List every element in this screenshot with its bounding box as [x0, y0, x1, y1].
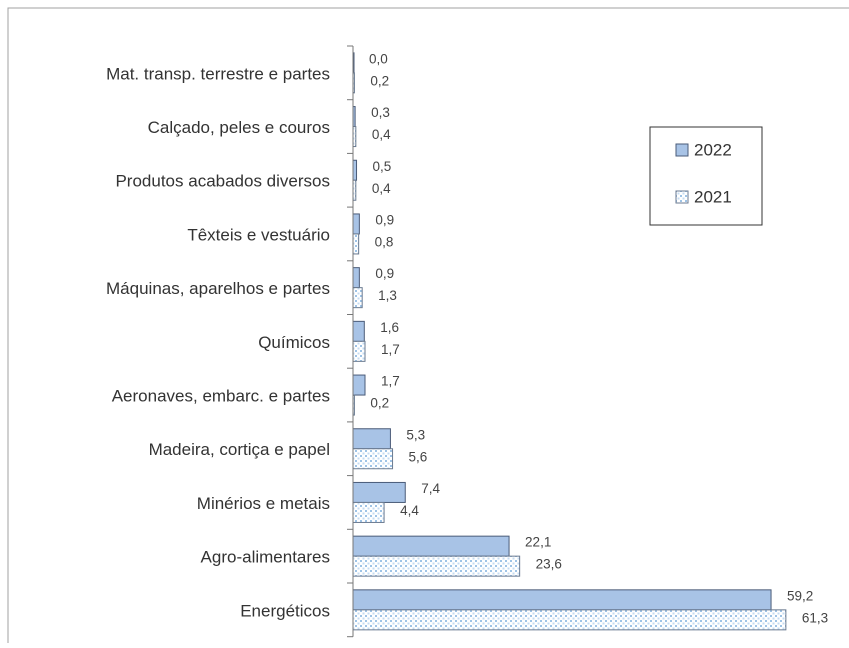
legend-label: 2022: [694, 140, 732, 159]
bar: [352, 320, 365, 342]
bar: [352, 159, 358, 181]
category-label: Produtos acabados diversos: [115, 172, 330, 191]
data-label: 22,1: [525, 535, 551, 550]
data-label: 1,6: [380, 320, 399, 335]
bar: [352, 501, 385, 523]
legend-swatch: [675, 190, 689, 204]
category-label: Têxteis e vestuário: [187, 225, 330, 244]
bar: [352, 287, 363, 309]
chart-frame: [7, 7, 849, 648]
data-label: 0,2: [370, 396, 389, 411]
bar: [352, 340, 366, 362]
bar: [352, 233, 360, 255]
category-label: Mat. transp. terrestre e partes: [106, 64, 330, 83]
data-label: 0,8: [375, 235, 394, 250]
legend-label: 2021: [694, 187, 732, 206]
category-label: Minérios e metais: [197, 494, 330, 513]
data-label: 61,3: [802, 610, 828, 625]
category-label: Calçado, peles e couros: [148, 118, 330, 137]
data-label: 5,3: [406, 427, 425, 442]
category-label: Madeira, cortiça e papel: [149, 440, 330, 459]
bar: [352, 481, 406, 503]
data-label: 0,9: [375, 266, 394, 281]
category-label: Agro-alimentares: [201, 548, 330, 567]
bar: [352, 589, 772, 611]
bar: [352, 428, 391, 450]
data-label: 23,6: [536, 557, 562, 572]
bar: [352, 448, 394, 470]
category-label: Máquinas, aparelhos e partes: [106, 279, 330, 298]
data-label: 5,6: [409, 449, 428, 464]
bar: [352, 555, 521, 577]
bar: [352, 374, 366, 396]
category-label: Energéticos: [240, 601, 330, 620]
data-label: 4,4: [400, 503, 419, 518]
category-label: Aeronaves, embarc. e partes: [112, 387, 330, 406]
data-label: 59,2: [787, 588, 813, 603]
data-label: 1,7: [381, 374, 400, 389]
data-label: 1,7: [381, 342, 400, 357]
legend-swatch: [675, 143, 689, 157]
legend-box: [649, 126, 763, 226]
data-label: 0,9: [375, 213, 394, 228]
data-label: 1,3: [378, 288, 397, 303]
data-label: 0,3: [371, 105, 390, 120]
data-label: 0,0: [369, 51, 388, 66]
data-label: 0,4: [372, 127, 391, 142]
bar: [352, 213, 360, 235]
bar: [352, 267, 360, 289]
data-label: 7,4: [421, 481, 440, 496]
bar: [352, 609, 787, 631]
bar: [352, 535, 510, 557]
data-label: 0,2: [370, 73, 389, 88]
data-label: 0,5: [373, 159, 392, 174]
data-label: 0,4: [372, 181, 391, 196]
category-label: Químicos: [258, 333, 330, 352]
